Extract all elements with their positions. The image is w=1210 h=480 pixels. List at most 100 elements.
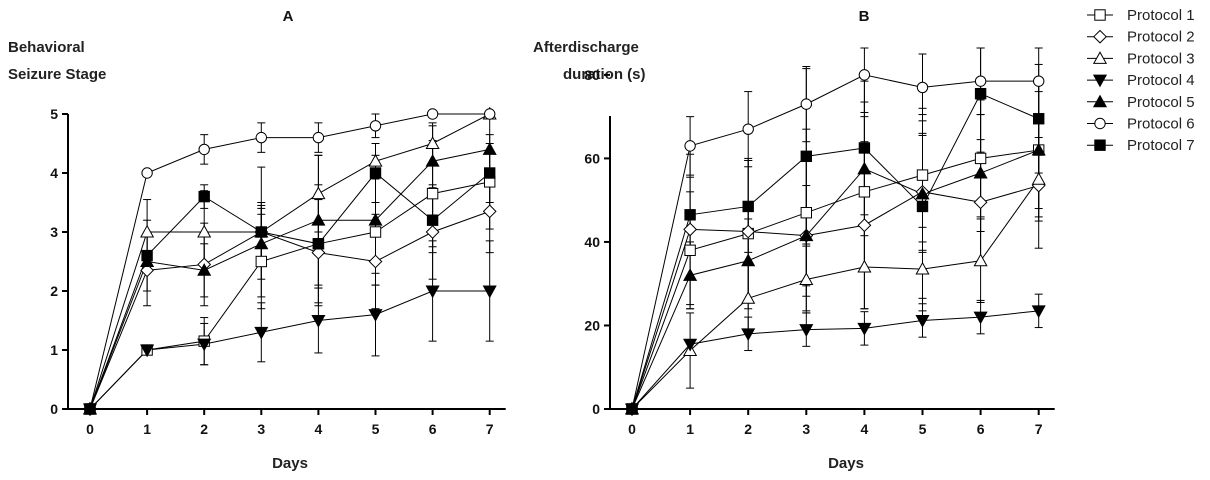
legend-label: Protocol 3 xyxy=(1127,50,1195,67)
panel-a-point-protocol-1 xyxy=(426,187,439,200)
panel-a-point-protocol-6 xyxy=(198,143,210,156)
panel-b-x-tick-label: 6 xyxy=(977,421,985,437)
panel-a-x-tick-label: 0 xyxy=(86,421,94,437)
panel-b-point-protocol-3 xyxy=(741,291,756,304)
panel-b-point-protocol-6 xyxy=(684,140,696,152)
panel-b-title: B xyxy=(859,8,870,25)
panel-a-point-protocol-5 xyxy=(425,153,440,167)
panel-b-point-protocol-5 xyxy=(973,165,988,179)
panel-a-ylabel-line2: Seizure Stage xyxy=(8,66,106,83)
panel-a-point-protocol-1 xyxy=(255,255,268,268)
panel-b-line-protocol-2 xyxy=(631,185,1039,410)
panel-a-point-protocol-3 xyxy=(140,224,155,238)
legend-marker-square-filled xyxy=(1094,139,1106,151)
panel-a-point-protocol-7 xyxy=(484,167,496,179)
panel-b-y-tick-label: 20 xyxy=(584,317,600,333)
legend-item: Protocol 2 xyxy=(1087,29,1195,46)
panel-b-point-protocol-7 xyxy=(858,142,871,154)
panel-b-point-protocol-1 xyxy=(684,244,696,256)
panel-b-point-protocol-7 xyxy=(916,200,929,213)
panel-b-point-protocol-7 xyxy=(1033,113,1045,125)
panel-b-point-protocol-3 xyxy=(915,261,930,275)
panel-b-point-protocol-6 xyxy=(916,81,929,94)
legend-label: Protocol 4 xyxy=(1127,72,1195,89)
panel-b-point-protocol-4 xyxy=(683,338,698,352)
legend-label: Protocol 6 xyxy=(1127,116,1195,133)
panel-b-point-protocol-2 xyxy=(973,195,988,210)
panel-b-point-protocol-4 xyxy=(915,314,930,328)
panel-a-y-tick-label: 2 xyxy=(50,283,58,299)
panel-a-line-protocol-4 xyxy=(89,290,490,410)
legend-label: Protocol 1 xyxy=(1127,7,1195,24)
legend-label: Protocol 2 xyxy=(1127,29,1195,46)
legend-label: Protocol 5 xyxy=(1127,94,1195,111)
panel-a-x-tick-label: 7 xyxy=(486,421,494,437)
panel-a-markers xyxy=(82,106,497,417)
panel-b-series-lines xyxy=(631,74,1040,410)
panel-a-line-protocol-2 xyxy=(89,210,490,410)
panel-a-axes: 0 1 2 3 4 5 0 1 2 3 4 5 6 7 xyxy=(50,106,506,437)
panel-b-point-protocol-7 xyxy=(626,403,638,415)
legend-item: Protocol 3 xyxy=(1087,50,1195,67)
panel-b-point-protocol-5 xyxy=(741,253,756,267)
panel-b-point-protocol-2 xyxy=(741,224,756,239)
panel-a-x-tick-label: 3 xyxy=(257,421,265,437)
panel-b-x-tick-label: 4 xyxy=(861,421,869,437)
legend-marker-circle-open xyxy=(1094,117,1106,130)
panel-a-point-protocol-7 xyxy=(255,226,268,238)
panel-a-point-protocol-7 xyxy=(312,238,325,250)
panel-b-x-tick-label: 7 xyxy=(1035,421,1043,437)
panel-a-point-protocol-2 xyxy=(368,254,383,269)
panel-b-point-protocol-4 xyxy=(857,322,872,336)
panel-a-line-protocol-6 xyxy=(89,113,490,410)
panel-b-point-protocol-1 xyxy=(858,186,871,198)
legend-marker-triangle-down-filled xyxy=(1092,74,1108,88)
panel-a-point-protocol-2 xyxy=(311,245,326,260)
panel-b-point-protocol-2 xyxy=(683,222,698,237)
panel-a-x-tick-label: 5 xyxy=(372,421,380,437)
panel-b-y-tick-label: 40 xyxy=(584,234,600,250)
panel-b-line-protocol-3 xyxy=(631,179,1040,410)
panel-b-point-protocol-6 xyxy=(742,123,754,135)
panel-a-point-protocol-4 xyxy=(368,309,383,322)
panel-b-line-protocol-6 xyxy=(631,74,1039,410)
panel-b-point-protocol-3 xyxy=(1031,172,1046,185)
panel-b-point-protocol-7 xyxy=(742,200,754,213)
panel-b-x-tick-label: 2 xyxy=(744,421,752,437)
panel-a-point-protocol-7 xyxy=(369,167,382,179)
panel-a-point-protocol-7 xyxy=(198,190,210,203)
panel-a-point-protocol-6 xyxy=(312,131,325,144)
panel-a-x-tick-label: 4 xyxy=(315,421,323,437)
panel-b-point-protocol-4 xyxy=(973,311,988,325)
panel-a-point-protocol-3 xyxy=(197,224,212,238)
panel-b: B Afterdischarge duration (s) Days 02040… xyxy=(533,8,1055,472)
panel-a-series-lines xyxy=(89,113,491,410)
panel-a-point-protocol-4 xyxy=(140,344,155,358)
panel-b-point-protocol-5 xyxy=(857,161,872,175)
panel-b-point-protocol-4 xyxy=(741,328,756,342)
legend-marker-triangle-up-filled xyxy=(1092,94,1108,108)
panel-b-point-protocol-1 xyxy=(916,169,929,181)
panel-a-point-protocol-4 xyxy=(425,285,440,299)
panel-b-point-protocol-5 xyxy=(683,268,698,281)
panel-b-point-protocol-2 xyxy=(857,218,872,233)
panel-a-point-protocol-5 xyxy=(197,263,212,276)
panel-b-point-protocol-6 xyxy=(858,69,871,81)
panel-b-point-protocol-4 xyxy=(799,324,814,337)
panel-a-point-protocol-2 xyxy=(425,225,440,239)
legend: Protocol 1 Protocol 2 Protocol 3 Protocol 4… xyxy=(1087,7,1195,154)
panel-b-markers xyxy=(624,69,1046,417)
panel-a-point-protocol-6 xyxy=(426,108,439,120)
panel-b-x-tick-label: 1 xyxy=(686,421,694,437)
panel-b-point-protocol-1 xyxy=(974,152,987,165)
panel-b-point-protocol-6 xyxy=(974,75,987,87)
panel-a-point-protocol-4 xyxy=(311,315,326,328)
panel-b-y-tick-label: 60 xyxy=(584,150,600,166)
panel-a-point-protocol-3 xyxy=(311,186,326,200)
panel-b-point-protocol-5 xyxy=(1031,142,1046,156)
panel-a-x-tick-label: 2 xyxy=(200,421,208,437)
panel-a-point-protocol-7 xyxy=(84,403,96,415)
panel-a-point-protocol-4 xyxy=(254,326,269,340)
panel-b-point-protocol-7 xyxy=(974,87,987,100)
panel-b-point-protocol-1 xyxy=(800,207,812,219)
